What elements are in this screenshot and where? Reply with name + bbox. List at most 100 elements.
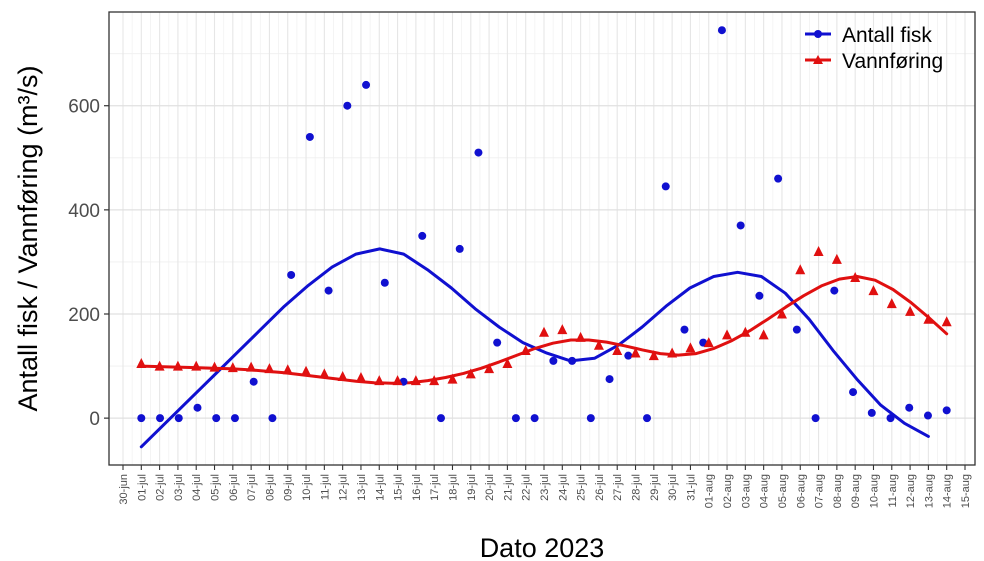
- y-tick-label: 200: [68, 305, 100, 326]
- point-vannforing: [557, 324, 568, 335]
- x-tick-label: 29-jul: [649, 474, 661, 501]
- point-antall-fisk: [530, 414, 539, 423]
- x-tick-label: 25-jul: [576, 474, 588, 501]
- point-vannforing: [648, 350, 659, 361]
- point-vannforing: [850, 272, 861, 283]
- point-vannforing: [246, 361, 257, 372]
- x-tick-label: 20-jul: [484, 474, 496, 501]
- point-antall-fisk: [324, 286, 333, 295]
- point-antall-fisk: [605, 375, 614, 384]
- x-tick-label: 08-jul: [264, 474, 276, 501]
- point-vannforing: [630, 347, 641, 358]
- x-tick-label: 01-aug: [704, 474, 716, 508]
- point-antall-fisk: [511, 414, 520, 423]
- x-tick-label: 08-aug: [832, 474, 844, 508]
- point-antall-fisk: [736, 221, 745, 230]
- point-antall-fisk: [886, 414, 895, 423]
- panel-border: [108, 11, 976, 466]
- point-antall-fisk: [792, 325, 801, 334]
- point-vannforing: [319, 368, 330, 379]
- legend: Antall fisk Vannføring: [805, 24, 943, 73]
- x-tick-label: 05-jul: [210, 474, 222, 501]
- x-tick-label: 16-jul: [411, 474, 423, 501]
- x-tick-label: 13-aug: [923, 474, 935, 508]
- x-tick-label: 07-jul: [246, 474, 258, 501]
- x-tick-label: 11-jul: [319, 474, 331, 500]
- x-tick-label: 30-jun: [118, 474, 130, 505]
- point-vannforing: [337, 370, 348, 381]
- point-antall-fisk: [774, 174, 783, 183]
- point-vannforing: [301, 365, 312, 376]
- y-tick-label: 0: [89, 409, 100, 430]
- y-tick-label: 600: [68, 97, 100, 118]
- point-vannforing: [868, 285, 879, 296]
- x-tick-label: 02-aug: [722, 474, 734, 508]
- point-vannforing: [154, 360, 165, 371]
- point-antall-fisk: [942, 406, 951, 415]
- x-tick-label: 31-jul: [685, 474, 697, 501]
- x-tick-label: 05-aug: [777, 474, 789, 508]
- point-antall-fisk: [568, 356, 577, 365]
- x-tick-label: 13-jul: [356, 474, 368, 501]
- x-tick-label: 24-jul: [557, 474, 569, 501]
- point-vannforing: [484, 363, 495, 374]
- point-vannforing: [722, 329, 733, 340]
- x-tick-label: 15-aug: [960, 474, 972, 508]
- point-antall-fisk: [249, 377, 258, 386]
- point-vannforing: [539, 326, 549, 337]
- x-tick-label: 01-jul: [136, 474, 148, 501]
- x-tick-label: 06-jul: [228, 474, 240, 501]
- point-vannforing: [758, 329, 769, 340]
- point-vannforing: [612, 344, 623, 355]
- x-tick-label: 27-jul: [612, 474, 624, 501]
- x-tick-label: 22-jul: [521, 474, 533, 501]
- x-tick-label: 30-jul: [667, 474, 679, 501]
- point-vannforing: [264, 363, 275, 374]
- y-axis-ticks: 0 200 400 600: [68, 97, 109, 430]
- x-tick-label: 09-aug: [850, 474, 862, 508]
- point-antall-fisk: [849, 388, 858, 397]
- point-vannforing: [740, 326, 751, 337]
- x-tick-label: 23-jul: [539, 474, 551, 501]
- x-axis-title: Dato 2023: [480, 533, 605, 561]
- x-tick-label: 26-jul: [594, 474, 606, 501]
- point-antall-fisk: [643, 414, 652, 423]
- x-tick-label: 14-jul: [374, 474, 386, 501]
- smooth-lines: [139, 247, 949, 449]
- point-vannforing: [191, 360, 202, 371]
- legend-key-marker: [813, 55, 823, 64]
- point-antall-fisk: [811, 414, 820, 423]
- point-vannforing: [795, 264, 806, 275]
- point-vannforing: [392, 375, 403, 386]
- x-tick-label: 02-jul: [155, 474, 167, 501]
- minor-grid: [109, 12, 975, 465]
- point-antall-fisk: [717, 26, 726, 35]
- legend-label: Vannføring: [842, 50, 943, 73]
- point-antall-fisk: [418, 231, 427, 240]
- point-vannforing: [520, 344, 531, 355]
- point-vannforing: [886, 298, 897, 309]
- x-tick-label: 03-jul: [173, 474, 185, 501]
- point-vannforing: [502, 357, 513, 368]
- x-tick-label: 18-jul: [447, 474, 459, 501]
- x-tick-label: 15-jul: [393, 474, 405, 501]
- point-antall-fisk: [362, 80, 371, 89]
- point-antall-fisk: [867, 408, 876, 417]
- point-antall-fisk: [905, 403, 914, 412]
- point-vannforing: [374, 375, 385, 386]
- point-antall-fisk: [212, 414, 221, 423]
- point-vannforing: [575, 331, 586, 342]
- x-tick-label: 09-jul: [283, 474, 295, 501]
- point-vannforing: [813, 246, 824, 257]
- point-vannforing: [172, 360, 183, 371]
- data-points: [136, 26, 952, 423]
- point-antall-fisk: [549, 356, 558, 365]
- point-antall-fisk: [455, 244, 464, 253]
- point-antall-fisk: [287, 270, 296, 279]
- point-antall-fisk: [830, 286, 839, 295]
- point-antall-fisk: [156, 414, 165, 423]
- point-antall-fisk: [474, 148, 483, 157]
- point-vannforing: [355, 372, 366, 383]
- point-vannforing: [776, 308, 787, 319]
- point-antall-fisk: [343, 101, 352, 110]
